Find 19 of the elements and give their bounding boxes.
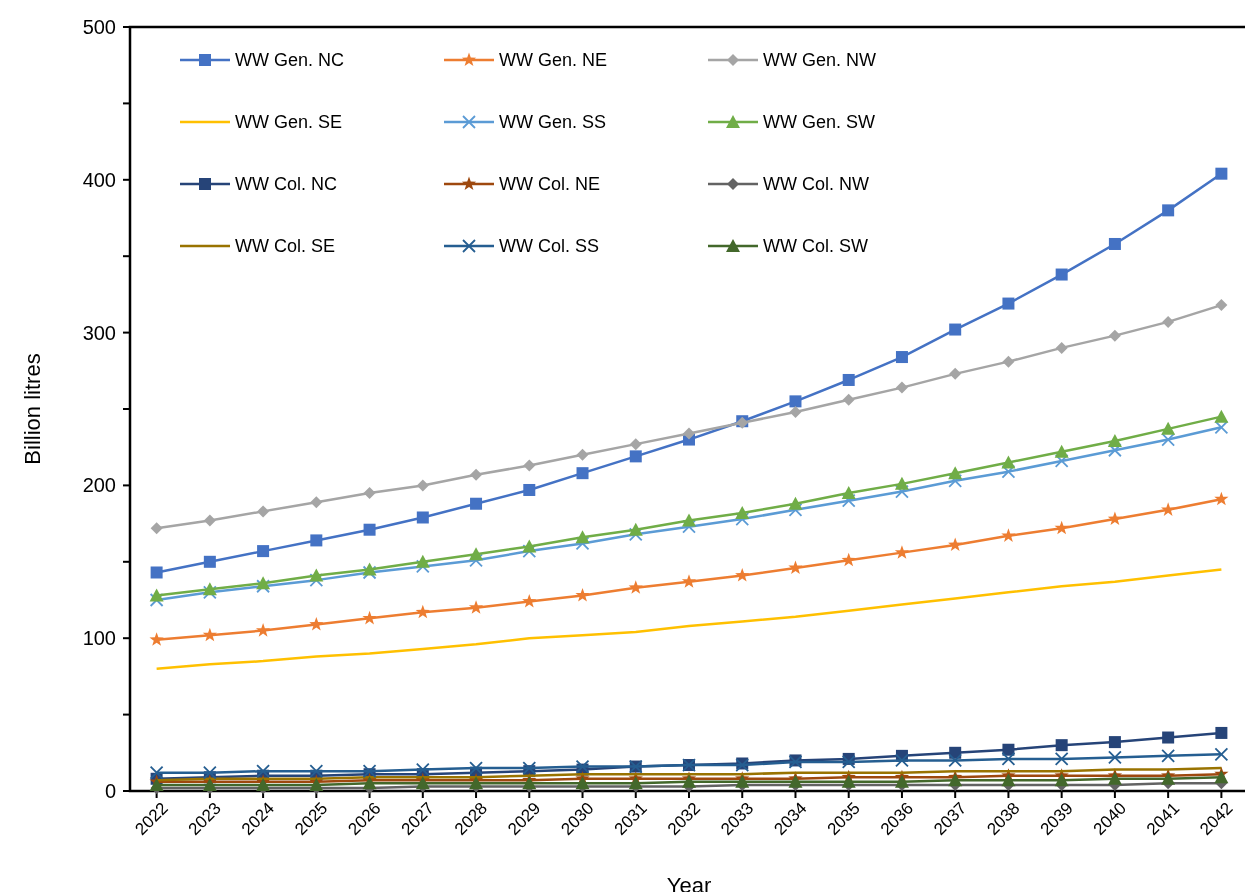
legend-label: WW Col. SS xyxy=(499,236,600,257)
y-tick-label: 500 xyxy=(82,16,116,38)
y-tick-label: 200 xyxy=(82,474,116,497)
legend-label: WW Gen. SS xyxy=(499,112,607,133)
y-axis-title: Billion litres xyxy=(20,353,45,465)
legend-label: WW Col. NE xyxy=(499,174,600,195)
legend-label: WW Gen. NC xyxy=(235,50,345,71)
legend-label: WW Col. SW xyxy=(763,236,868,257)
legend-label: WW Gen. SE xyxy=(235,112,343,133)
legend-label: WW Gen. NW xyxy=(763,50,876,71)
y-tick-label: 300 xyxy=(82,321,116,344)
legend-label: WW Col. NC xyxy=(235,174,337,195)
y-tick-label: 100 xyxy=(82,627,116,650)
legend-label: WW Gen. NE xyxy=(499,50,608,71)
legend-label: WW Col. NW xyxy=(763,174,869,195)
legend-label: WW Gen. SW xyxy=(763,112,876,133)
y-tick-label: 0 xyxy=(104,780,116,802)
y-tick-label: 400 xyxy=(82,168,116,191)
legend-label: WW Col. SE xyxy=(235,236,336,257)
